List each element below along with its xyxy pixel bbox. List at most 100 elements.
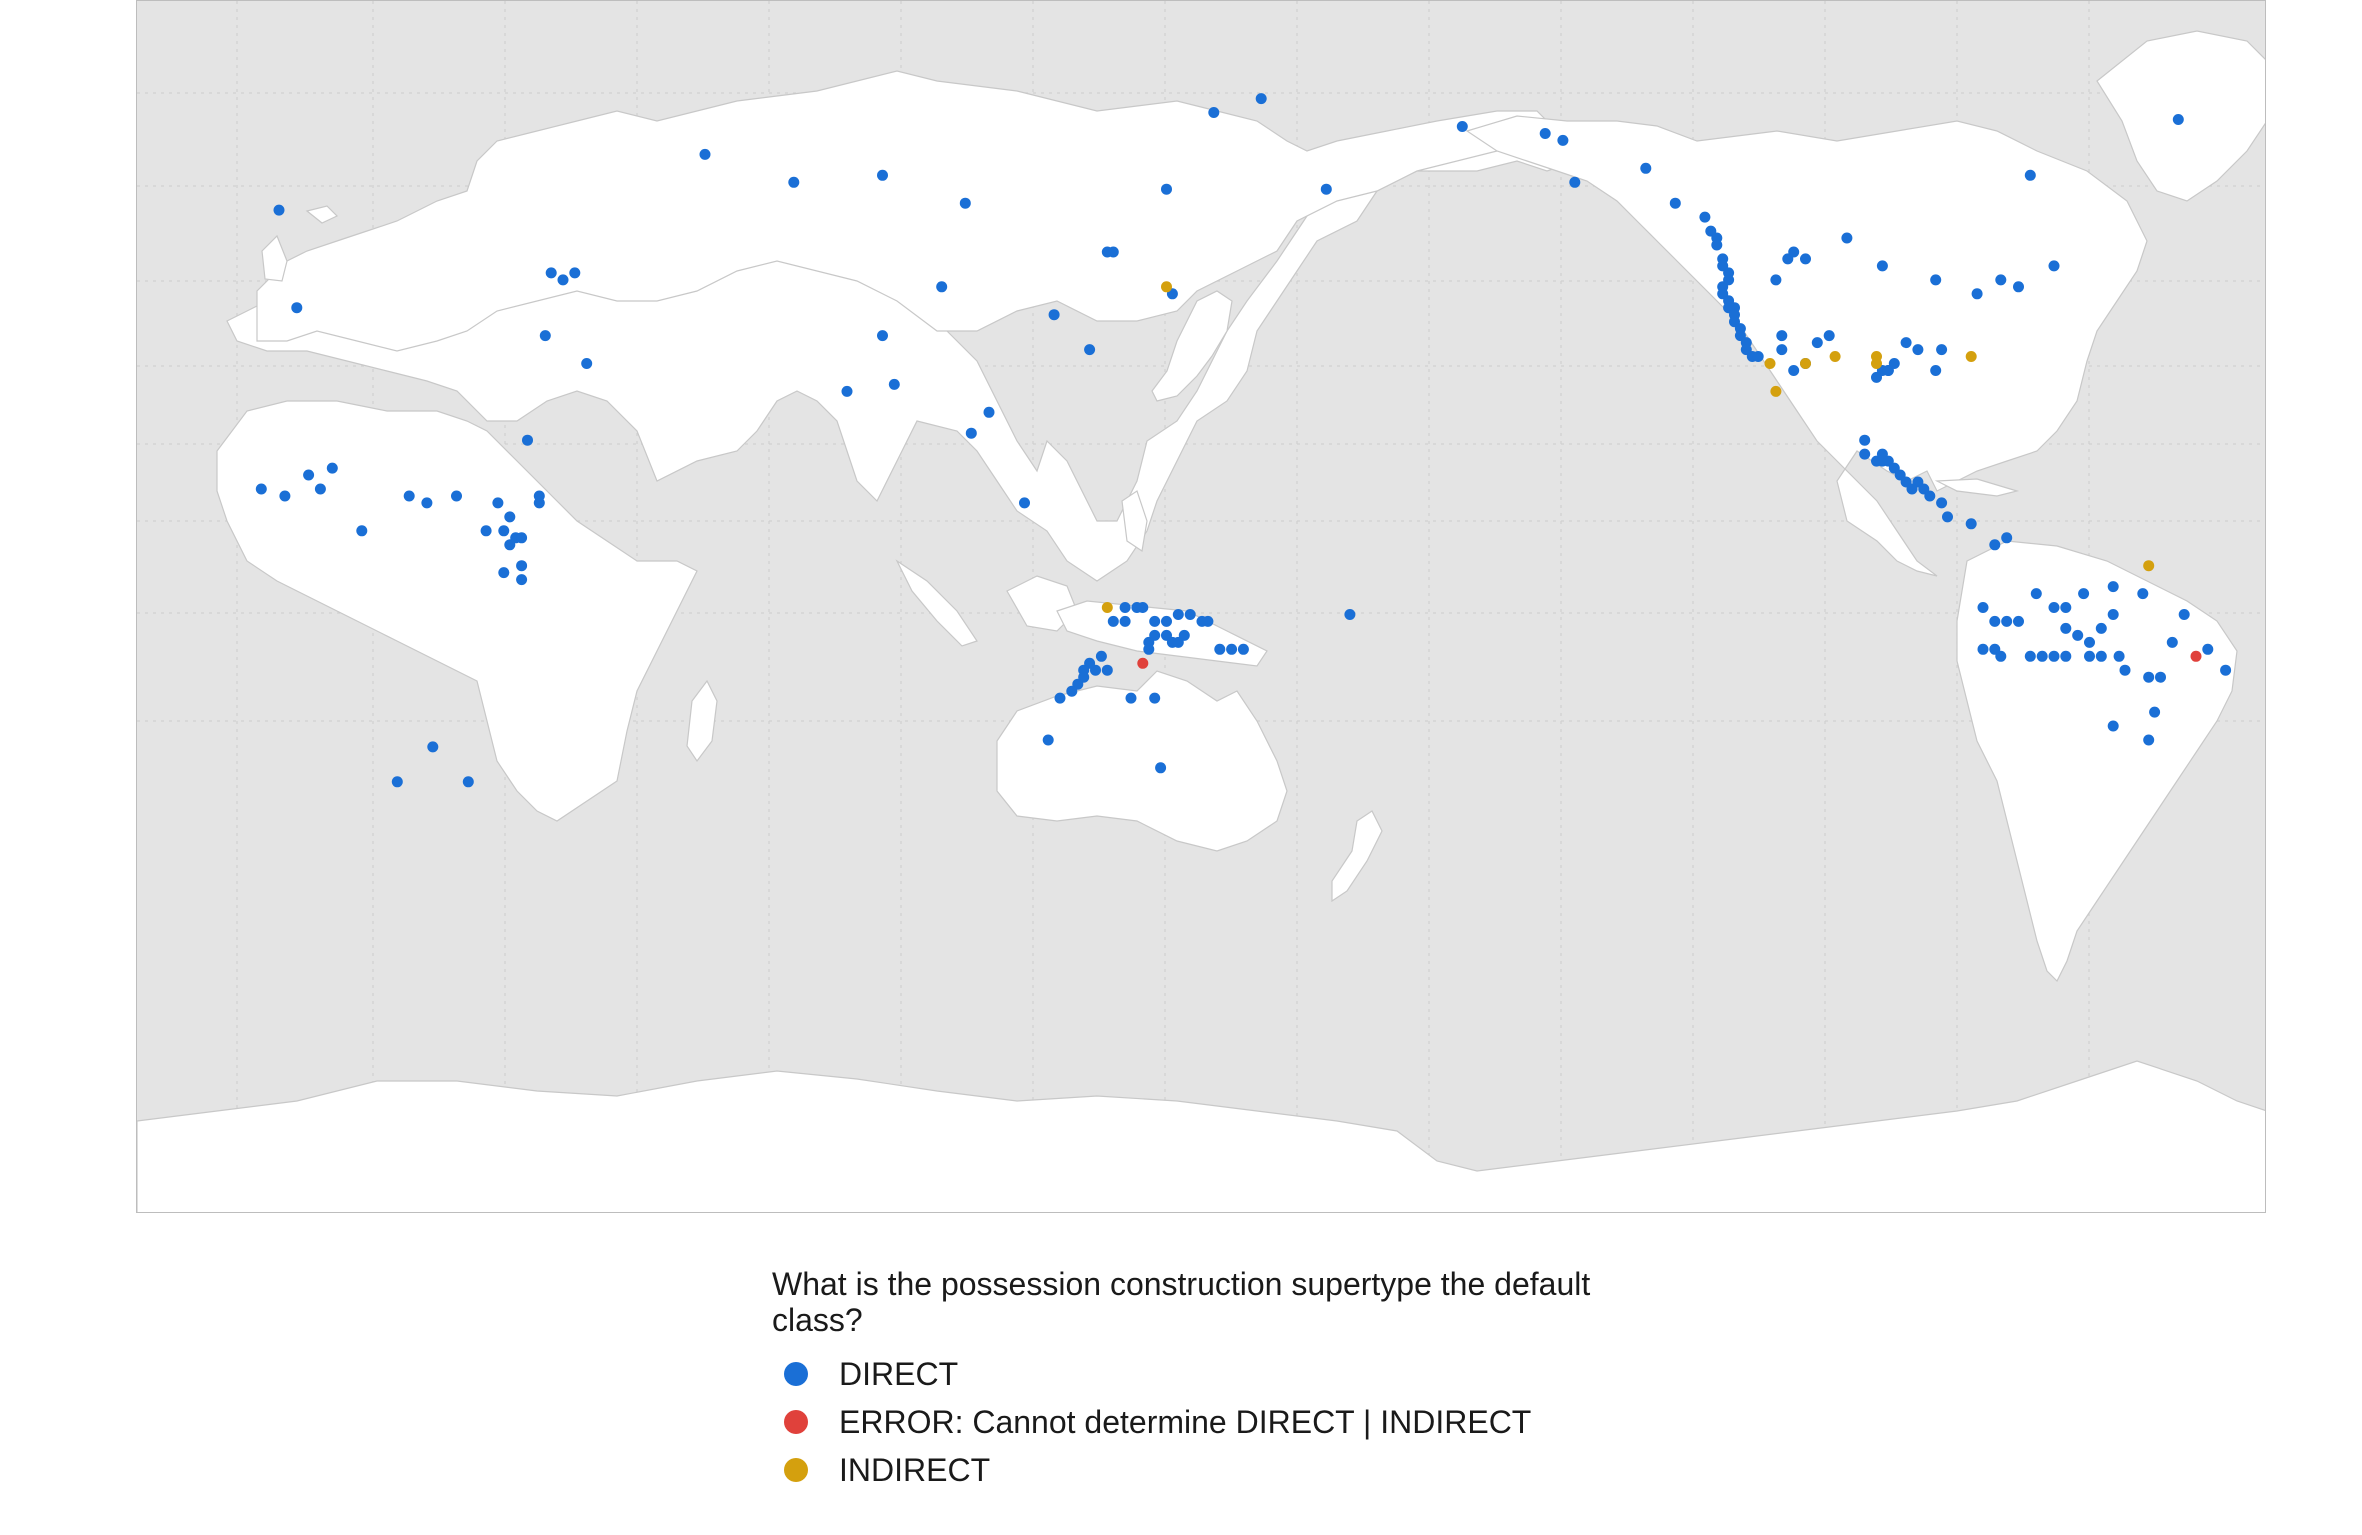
point-direct-176: [2202, 643, 2214, 655]
point-direct-78: [1143, 643, 1155, 655]
point-direct-57: [1161, 615, 1172, 627]
point-direct-153: [1989, 615, 2001, 627]
point-indirect-3: [1770, 385, 1782, 397]
language-points: [255, 93, 2232, 788]
point-direct-148: [2060, 602, 2072, 613]
point-direct-85: [1226, 643, 1238, 655]
cuba-landmass: [1934, 478, 2020, 497]
point-direct-171: [2119, 664, 2131, 676]
africa-landmass: [216, 400, 698, 822]
point-direct-25: [522, 434, 533, 446]
point-direct-96: [1711, 239, 1723, 251]
point-direct-141: [1936, 497, 1948, 509]
point-direct-193: [2172, 114, 2184, 125]
point-direct-154: [2001, 615, 2013, 627]
point-direct-50: [1255, 93, 1267, 105]
point-direct-125: [1871, 371, 1882, 383]
sumatra-landmass: [895, 559, 978, 647]
map-panel[interactable]: [136, 0, 2266, 1213]
point-indirect-4: [1800, 358, 1811, 369]
legend-label-error: ERROR: Cannot determine DIRECT | INDIREC…: [839, 1403, 1532, 1440]
point-direct-12: [480, 525, 492, 537]
point-direct-2: [255, 483, 267, 495]
point-direct-54: [1196, 615, 1208, 627]
point-direct-138: [1906, 483, 1918, 495]
point-direct-39: [888, 378, 900, 390]
north-america-landmass: [1465, 115, 2148, 577]
point-direct-147: [2048, 602, 2060, 613]
point-direct-67: [1101, 664, 1113, 676]
point-direct-174: [2166, 636, 2178, 648]
point-direct-93: [1699, 211, 1711, 223]
point-indirect-5: [1829, 351, 1841, 362]
point-direct-168: [2107, 609, 2119, 620]
point-direct-166: [2084, 636, 2095, 648]
point-direct-31: [462, 776, 474, 788]
point-direct-152: [1977, 602, 1989, 613]
point-direct-21: [498, 567, 510, 579]
point-indirect-7: [1871, 358, 1882, 369]
point-direct-6: [326, 462, 338, 474]
point-direct-9: [421, 497, 433, 509]
point-direct-119: [1776, 344, 1788, 356]
point-direct-167: [2095, 622, 2107, 634]
point-direct-177: [2220, 664, 2232, 676]
point-direct-164: [2095, 650, 2107, 662]
point-direct-44: [1084, 344, 1096, 356]
point-direct-34: [877, 169, 888, 181]
point-direct-3: [279, 490, 291, 502]
point-direct-128: [1859, 434, 1871, 446]
point-direct-172: [2143, 671, 2155, 683]
point-direct-8: [403, 490, 415, 502]
point-direct-88: [1539, 128, 1551, 139]
point-direct-117: [1841, 232, 1853, 244]
point-direct-37: [877, 330, 888, 342]
point-direct-60: [1131, 602, 1143, 613]
new-zealand-landmass: [1331, 810, 1383, 903]
south-america-landmass: [1956, 540, 2238, 983]
point-direct-150: [2107, 581, 2119, 593]
legend-key-indirect: [784, 1458, 808, 1482]
point-direct-178: [2149, 706, 2161, 718]
point-direct-66: [1095, 650, 1107, 662]
point-direct-5: [314, 483, 326, 495]
legend-key-error: [784, 1410, 808, 1434]
point-direct-11: [492, 497, 504, 509]
legend-key-direct: [784, 1362, 808, 1386]
uk-landmass: [261, 234, 288, 282]
point-direct-120: [1788, 365, 1800, 376]
point-direct-65: [1107, 615, 1119, 627]
point-direct-182: [1971, 288, 1983, 300]
point-direct-48: [1161, 183, 1172, 195]
point-direct-159: [2024, 650, 2036, 662]
point-direct-4: [303, 469, 315, 481]
point-direct-143: [1965, 518, 1977, 530]
point-direct-55: [1184, 609, 1196, 620]
japan-landmass: [1151, 290, 1233, 402]
point-direct-146: [2030, 588, 2042, 600]
point-direct-162: [2060, 650, 2072, 662]
point-direct-19: [533, 490, 545, 502]
point-direct-29: [539, 330, 551, 342]
point-direct-160: [2036, 650, 2048, 662]
point-direct-184: [2013, 281, 2024, 293]
point-direct-187: [1936, 344, 1948, 356]
world-map[interactable]: [137, 1, 2266, 1213]
point-direct-142: [1942, 511, 1953, 523]
point-direct-114: [1770, 274, 1782, 286]
point-direct-192: [2024, 169, 2036, 181]
point-direct-17: [516, 532, 528, 544]
point-direct-175: [2178, 609, 2190, 620]
point-direct-189: [1900, 337, 1912, 349]
point-direct-113: [1752, 351, 1764, 362]
point-direct-38: [841, 385, 853, 397]
point-direct-33: [788, 176, 800, 188]
point-direct-74: [1054, 692, 1066, 704]
point-indirect-2: [1764, 358, 1776, 369]
point-direct-22: [516, 574, 528, 586]
point-direct-64: [1149, 629, 1161, 641]
point-direct-183: [1995, 274, 2007, 286]
point-direct-28: [569, 267, 581, 279]
point-direct-122: [1823, 330, 1835, 342]
point-direct-89: [1557, 134, 1569, 146]
